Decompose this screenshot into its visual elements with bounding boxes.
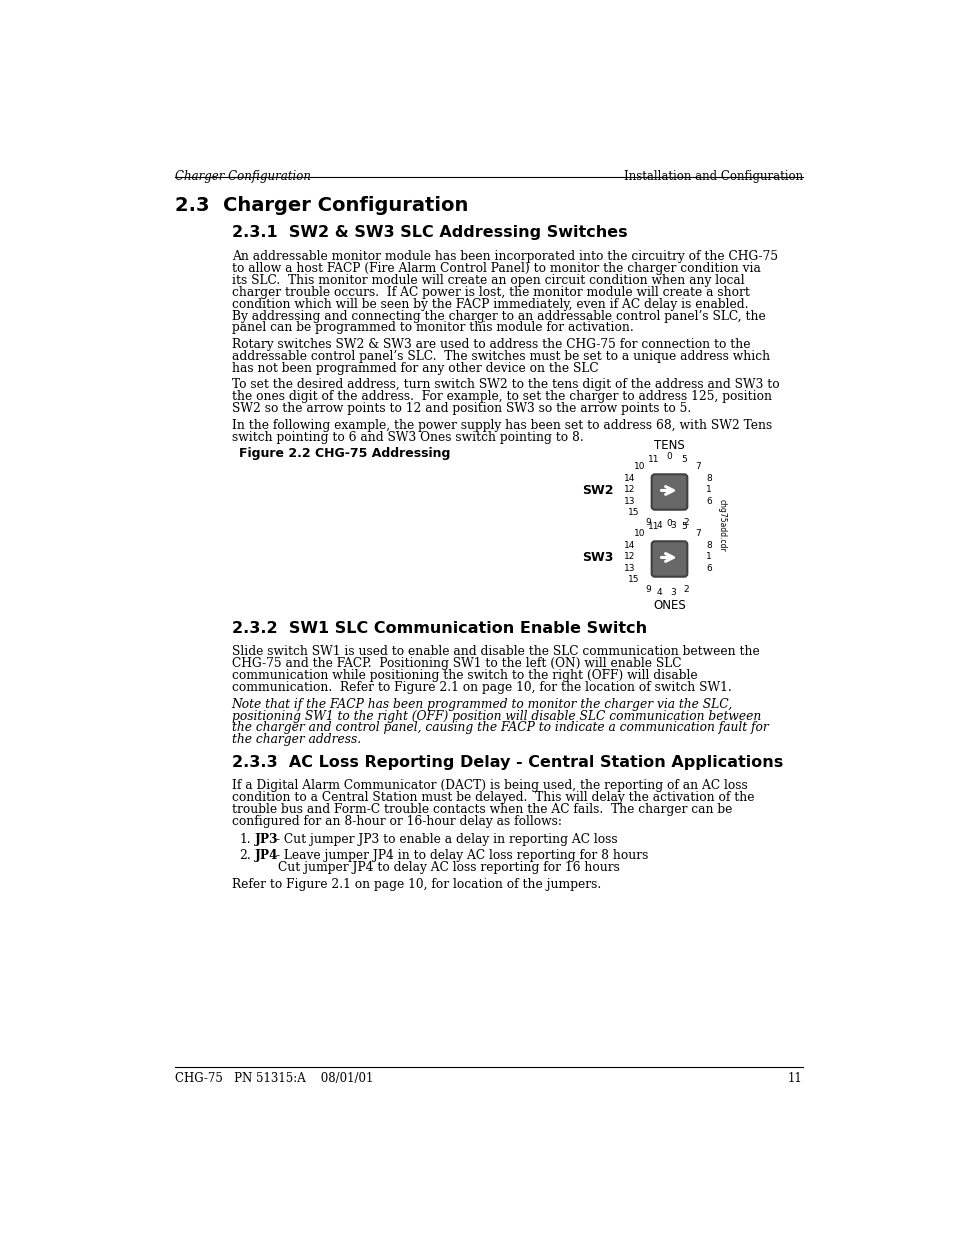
Text: 1: 1 [705,485,711,494]
Text: 5: 5 [680,456,686,464]
Text: JP4: JP4 [254,848,278,862]
Text: switch pointing to 6 and SW3 Ones switch pointing to 8.: switch pointing to 6 and SW3 Ones switch… [232,431,583,443]
Text: 4: 4 [656,588,661,598]
Text: trouble bus and Form-C trouble contacts when the AC fails.  The charger can be: trouble bus and Form-C trouble contacts … [232,803,731,816]
Text: 7: 7 [695,529,700,538]
Text: 10: 10 [633,529,644,538]
Text: 4: 4 [656,521,661,530]
Text: Installation and Configuration: Installation and Configuration [623,169,802,183]
Text: JP3: JP3 [254,834,278,846]
Text: 2: 2 [683,585,689,594]
Text: 3: 3 [670,521,676,530]
Text: 9: 9 [644,585,650,594]
Text: configured for an 8-hour or 16-hour delay as follows:: configured for an 8-hour or 16-hour dela… [232,815,561,827]
Text: 2.3.1  SW2 & SW3 SLC Addressing Switches: 2.3.1 SW2 & SW3 SLC Addressing Switches [232,225,626,240]
Text: 9: 9 [644,519,650,527]
Text: CHG-75 and the FACP.  Positioning SW1 to the left (ON) will enable SLC: CHG-75 and the FACP. Positioning SW1 to … [232,657,680,671]
Text: 3: 3 [670,588,676,598]
Text: SW2: SW2 [581,484,613,496]
Text: Cut jumper JP4 to delay AC loss reporting for 16 hours: Cut jumper JP4 to delay AC loss reportin… [278,861,619,874]
Text: 11: 11 [787,1072,802,1086]
Text: CHG-75   PN 51315:A    08/01/01: CHG-75 PN 51315:A 08/01/01 [174,1072,373,1086]
Text: 8: 8 [705,541,711,550]
Text: 10: 10 [633,462,644,471]
Text: communication while positioning the switch to the right (OFF) will disable: communication while positioning the swit… [232,669,697,682]
Text: Figure 2.2 CHG-75 Addressing: Figure 2.2 CHG-75 Addressing [239,447,450,461]
Text: An addressable monitor module has been incorporated into the circuitry of the CH: An addressable monitor module has been i… [232,249,777,263]
Text: the ones digit of the address.  For example, to set the charger to address 125, : the ones digit of the address. For examp… [232,390,771,404]
Text: ONES: ONES [653,599,685,613]
Text: - Cut jumper JP3 to enable a delay in reporting AC loss: - Cut jumper JP3 to enable a delay in re… [272,834,617,846]
Text: If a Digital Alarm Communicator (DACT) is being used, the reporting of an AC los: If a Digital Alarm Communicator (DACT) i… [232,779,746,792]
Text: 13: 13 [623,563,635,573]
FancyBboxPatch shape [651,541,686,577]
Text: 11: 11 [648,456,659,464]
Text: SW2 so the arrow points to 12 and position SW3 so the arrow points to 5.: SW2 so the arrow points to 12 and positi… [232,403,690,415]
Text: 8: 8 [705,474,711,483]
Text: Rotary switches SW2 & SW3 are used to address the CHG-75 for connection to the: Rotary switches SW2 & SW3 are used to ad… [232,338,749,351]
Text: Refer to Figure 2.1 on page 10, for location of the jumpers.: Refer to Figure 2.1 on page 10, for loca… [232,878,600,892]
Text: its SLC.  This monitor module will create an open circuit condition when any loc: its SLC. This monitor module will create… [232,274,743,287]
Text: TENS: TENS [654,438,684,452]
Text: to allow a host FACP (Fire Alarm Control Panel) to monitor the charger condition: to allow a host FACP (Fire Alarm Control… [232,262,760,274]
Text: 0: 0 [666,519,672,529]
Text: 2: 2 [683,519,689,527]
Text: To set the desired address, turn switch SW2 to the tens digit of the address and: To set the desired address, turn switch … [232,378,779,391]
Text: By addressing and connecting the charger to an addressable control panel’s SLC, : By addressing and connecting the charger… [232,310,764,322]
Text: 13: 13 [623,496,635,506]
Text: 12: 12 [623,552,635,561]
FancyBboxPatch shape [651,474,686,510]
Text: Slide switch SW1 is used to enable and disable the SLC communication between the: Slide switch SW1 is used to enable and d… [232,645,759,658]
Text: SW3: SW3 [581,551,613,564]
FancyArrowPatch shape [660,487,673,494]
Text: 2.3.3  AC Loss Reporting Delay - Central Station Applications: 2.3.3 AC Loss Reporting Delay - Central … [232,755,782,769]
Text: 14: 14 [623,541,635,550]
Text: In the following example, the power supply has been set to address 68, with SW2 : In the following example, the power supp… [232,419,771,432]
Text: 15: 15 [627,576,639,584]
Text: 7: 7 [695,462,700,471]
Text: 1: 1 [705,552,711,561]
Text: 6: 6 [705,496,711,506]
Text: positioning SW1 to the right (OFF) position will disable SLC communication betwe: positioning SW1 to the right (OFF) posit… [232,710,760,722]
Text: addressable control panel’s SLC.  The switches must be set to a unique address w: addressable control panel’s SLC. The swi… [232,350,769,363]
Text: 1.: 1. [239,834,251,846]
Text: the charger address.: the charger address. [232,734,360,746]
Text: 12: 12 [623,485,635,494]
Text: the charger and control panel, causing the FACP to indicate a communication faul: the charger and control panel, causing t… [232,721,767,735]
Text: condition to a Central Station must be delayed.  This will delay the activation : condition to a Central Station must be d… [232,792,753,804]
Text: 2.3.2  SW1 SLC Communication Enable Switch: 2.3.2 SW1 SLC Communication Enable Switc… [232,621,646,636]
Text: 15: 15 [627,509,639,517]
Text: 11: 11 [648,522,659,531]
Text: Charger Configuration: Charger Configuration [174,169,311,183]
Text: 5: 5 [680,522,686,531]
Text: Note that if the FACP has been programmed to monitor the charger via the SLC,: Note that if the FACP has been programme… [232,698,732,710]
FancyArrowPatch shape [660,553,673,562]
Text: chg75add.cdr: chg75add.cdr [717,499,726,552]
Text: condition which will be seen by the FACP immediately, even if AC delay is enable: condition which will be seen by the FACP… [232,298,747,310]
Text: communication.  Refer to Figure 2.1 on page 10, for the location of switch SW1.: communication. Refer to Figure 2.1 on pa… [232,680,731,694]
Text: has not been programmed for any other device on the SLC: has not been programmed for any other de… [232,362,598,375]
Text: 14: 14 [623,474,635,483]
Text: charger trouble occurs.  If AC power is lost, the monitor module will create a s: charger trouble occurs. If AC power is l… [232,285,749,299]
Text: 2.3  Charger Configuration: 2.3 Charger Configuration [174,196,468,215]
Text: 2.: 2. [239,848,251,862]
Text: 6: 6 [705,563,711,573]
Text: 0: 0 [666,452,672,461]
Text: - Leave jumper JP4 in to delay AC loss reporting for 8 hours: - Leave jumper JP4 in to delay AC loss r… [272,848,648,862]
Text: panel can be programmed to monitor this module for activation.: panel can be programmed to monitor this … [232,321,633,335]
